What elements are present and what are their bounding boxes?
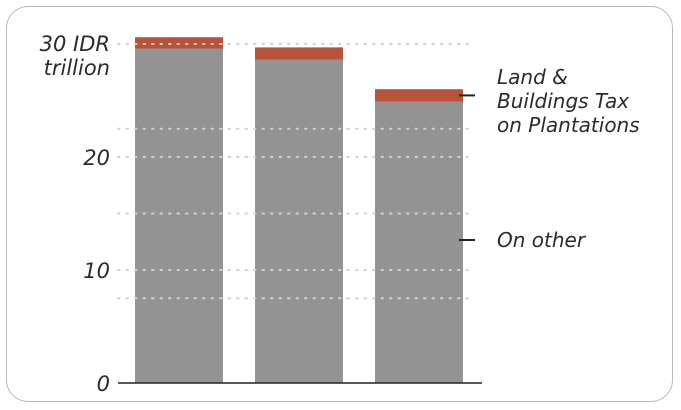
legend-label-plantations-line-3: on Plantations <box>497 113 640 137</box>
legend-label-plantations-line-1: Land & <box>497 65 568 89</box>
y-tick-label-0: 0 <box>97 372 110 396</box>
legend-label-plantations-line-2: Buildings Tax <box>497 89 629 113</box>
y-tick-label-30: 30 IDR <box>40 32 110 56</box>
bar-1-segment-other <box>135 48 223 384</box>
bar-1-segment-plantations <box>135 37 223 49</box>
bar-3-segment-other <box>375 101 463 383</box>
y-tick-label-10: 10 <box>83 259 110 283</box>
bar-2-segment-plantations <box>255 47 343 60</box>
y-axis-unit-label: trillion <box>44 56 110 80</box>
bars <box>135 37 463 384</box>
bar-3-segment-plantations <box>375 89 463 102</box>
legend-label-other: On other <box>497 228 587 252</box>
y-tick-label-20: 20 <box>83 146 110 170</box>
chart-frame <box>6 6 673 402</box>
bar-2-segment-other <box>255 59 343 383</box>
